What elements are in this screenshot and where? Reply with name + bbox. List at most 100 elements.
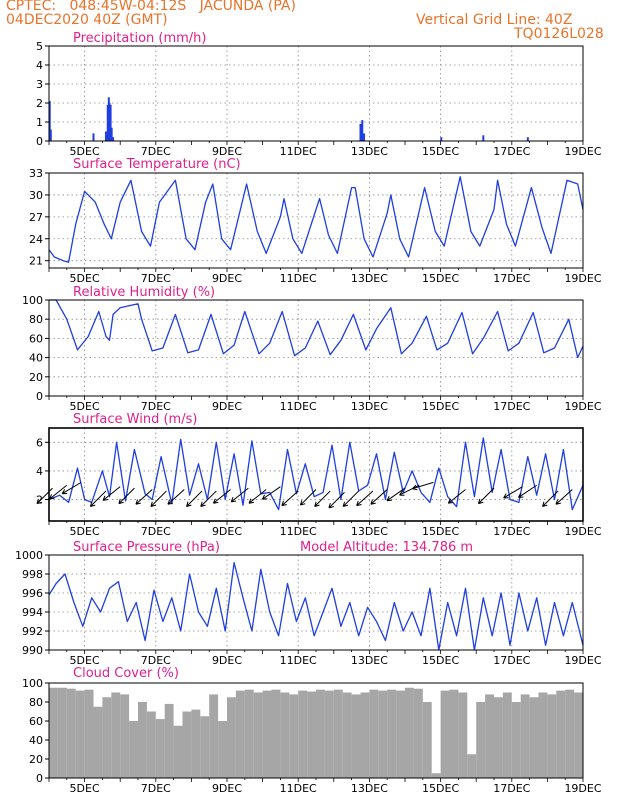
- panel-0: 0 1 2 3 4 5 5DEC 7DEC 9DEC 11DEC 13DEC 15DEC 17DEC 19…: [36, 31, 602, 158]
- y-tick-label: 1000: [15, 549, 43, 562]
- x-tick-label: 13DEC: [351, 525, 388, 538]
- y-tick-label: 4: [36, 465, 43, 478]
- precip-bar: [106, 104, 109, 141]
- cloud-bar: [405, 687, 414, 778]
- cloud-bar: [369, 689, 379, 778]
- panel-title: Surface Temperature (nC): [73, 157, 241, 172]
- cloud-bar: [396, 690, 405, 778]
- panel-4: 990 992 994 996 998 1000 5DEC 7DEC 9DEC 11DEC 13DE…: [15, 540, 602, 667]
- wind-arrow: [49, 484, 68, 500]
- cloud-bar: [324, 690, 334, 778]
- y-tick-label: 990: [22, 644, 43, 657]
- wind-arrow: [135, 489, 153, 505]
- x-tick-label: 11DEC: [280, 782, 317, 795]
- x-tick-label: 19DEC: [564, 272, 601, 285]
- y-tick-label: 2: [36, 97, 43, 110]
- y-tick-label: 20: [29, 753, 43, 766]
- cloud-bar: [244, 689, 254, 778]
- cloud-bar: [511, 702, 521, 778]
- cloud-bar: [146, 711, 156, 778]
- cloud-bar: [235, 690, 245, 778]
- panel-title: Surface Wind (m/s): [73, 412, 197, 427]
- x-tick-label: 9DEC: [212, 782, 242, 795]
- cloud-bar: [289, 694, 299, 778]
- panel-2: 0 20 40 60 80 100 5DEC 7DEC 9DEC 11DEC 13DEC 15DEC 1…: [22, 285, 602, 413]
- wind-arrow: [328, 492, 345, 509]
- cloud-bar: [66, 688, 76, 778]
- precip-bar: [482, 135, 485, 141]
- cloud-bar: [280, 692, 290, 778]
- wind-arrow: [356, 490, 374, 507]
- cloud-bar: [93, 706, 103, 778]
- x-tick-label: 13DEC: [351, 272, 388, 285]
- x-tick-label: 9DEC: [212, 525, 242, 538]
- panel-3: 2 4 6 5DEC 7DEC 9DEC 11DEC 13DEC 15DEC 17DEC 19DEC…: [36, 412, 602, 538]
- cloud-bar: [155, 719, 165, 778]
- wind-arrow: [281, 490, 299, 507]
- y-tick-label: 0: [36, 135, 43, 148]
- wind-arrow: [261, 486, 281, 500]
- x-tick-label: 7DEC: [141, 525, 171, 538]
- cloud-bar: [262, 690, 272, 778]
- cloud-bar: [520, 694, 530, 778]
- x-tick-label: 11DEC: [280, 145, 317, 158]
- cloud-bar: [342, 692, 352, 778]
- cloud-bar: [49, 687, 58, 778]
- precip-bar: [92, 133, 95, 141]
- y-tick-label: 0: [36, 772, 43, 785]
- x-tick-label: 9DEC: [212, 145, 242, 158]
- precip-bar: [104, 131, 107, 141]
- cloud-bar: [173, 725, 183, 778]
- plot-frame: [48, 299, 584, 397]
- wind-arrow: [542, 490, 559, 507]
- x-tick-label: 17DEC: [493, 782, 530, 795]
- precip-bar: [359, 123, 362, 141]
- x-tick-label: 5DEC: [70, 782, 100, 795]
- x-tick-label: 17DEC: [493, 145, 530, 158]
- cloud-bar: [538, 692, 548, 778]
- plot-frame: [48, 45, 584, 142]
- wind-arrow: [150, 490, 167, 507]
- cloud-bar: [182, 711, 192, 778]
- cloud-bar: [298, 690, 308, 778]
- cloud-bar: [360, 692, 370, 778]
- cloud-bar: [57, 687, 67, 778]
- plot-frame: [48, 172, 584, 269]
- x-tick-label: 5DEC: [70, 145, 100, 158]
- y-tick-label: 40: [29, 352, 43, 365]
- y-tick-label: 100: [22, 294, 43, 307]
- cloud-bar: [529, 697, 539, 778]
- y-tick-label: 994: [22, 606, 43, 619]
- cloud-bar: [209, 694, 219, 778]
- cloud-bar: [307, 691, 316, 778]
- y-tick-label: 0: [36, 390, 43, 403]
- panel-title: Precipitation (mm/h): [73, 31, 206, 46]
- panel-title: Cloud Cover (%): [73, 666, 179, 681]
- y-tick-label: 992: [22, 625, 43, 638]
- cloud-bar: [494, 697, 503, 778]
- precip-bar: [361, 120, 364, 141]
- x-tick-label: 19DEC: [564, 400, 601, 413]
- panel-1: 21 24 27 30 33 5DEC 7DEC 9DEC 11DEC 13DEC 15DEC 17D…: [29, 157, 602, 285]
- cloud-bar: [547, 694, 557, 778]
- y-tick-label: 998: [22, 568, 43, 581]
- x-tick-label: 5DEC: [70, 272, 100, 285]
- x-tick-label: 19DEC: [564, 654, 601, 667]
- series-line: [48, 561, 584, 651]
- x-tick-label: 17DEC: [493, 654, 530, 667]
- cloud-bar: [467, 754, 477, 778]
- y-tick-label: 80: [29, 313, 43, 326]
- x-tick-label: 15DEC: [422, 272, 459, 285]
- cloud-bar: [102, 697, 112, 778]
- y-tick-label: 2: [36, 494, 43, 507]
- x-tick-label: 11DEC: [280, 400, 317, 413]
- x-tick-label: 7DEC: [141, 400, 171, 413]
- x-tick-label: 11DEC: [280, 654, 317, 667]
- x-tick-label: 13DEC: [351, 400, 388, 413]
- series-line: [48, 176, 584, 263]
- y-tick-label: 100: [22, 677, 43, 690]
- series-line: [49, 299, 584, 359]
- wind-arrow: [477, 487, 495, 505]
- cloud-bar: [431, 773, 441, 778]
